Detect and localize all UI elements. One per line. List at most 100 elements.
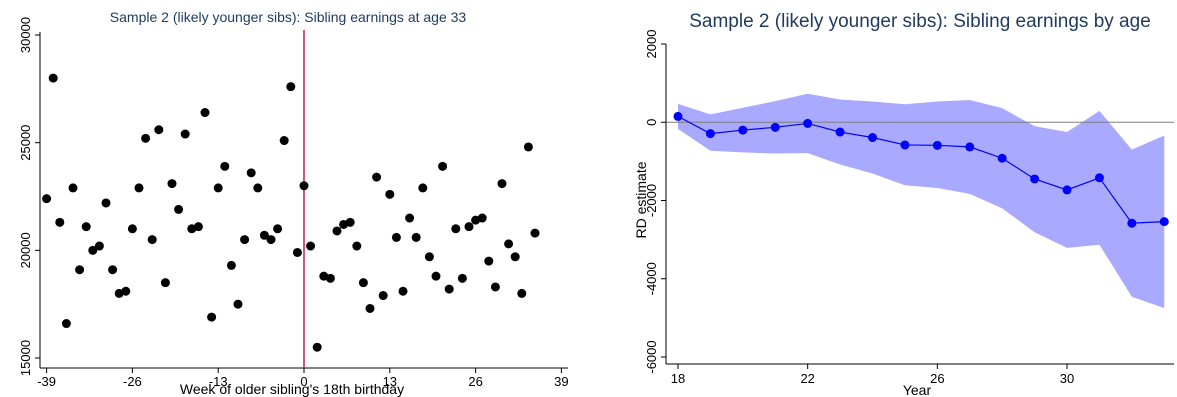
- scatter-point: [438, 161, 448, 171]
- scatter-point: [55, 217, 65, 227]
- scatter-point: [246, 168, 256, 178]
- scatter-plot-area: 15000 20000 25000 30000 -39 -26 -13 0 13 26 39: [18, 17, 569, 389]
- scatter-point: [127, 224, 137, 234]
- scatter-point: [200, 108, 210, 118]
- scatter-point: [517, 288, 527, 298]
- scatter-point: [510, 252, 520, 262]
- confidence-band: [678, 93, 1165, 309]
- scatter-point: [286, 82, 296, 92]
- scatter-point: [352, 241, 362, 251]
- scatter-point: [213, 183, 223, 193]
- scatter-point: [385, 189, 395, 199]
- scatter-point: [405, 213, 415, 223]
- scatter-point: [345, 217, 355, 227]
- estimate-point: [803, 118, 813, 128]
- y-tick-label: -4000: [644, 262, 659, 295]
- x-tick-label: 30: [1060, 371, 1074, 386]
- estimate-point: [1127, 218, 1137, 228]
- scatter-chart: Sample 2 (likely younger sibs): Sibling …: [18, 9, 569, 397]
- scatter-point: [259, 230, 269, 240]
- scatter-point: [61, 319, 71, 329]
- scatter-point: [154, 125, 164, 135]
- scatter-point: [160, 278, 170, 288]
- line-chart: Sample 2 (likely younger sibs): Sibling …: [633, 11, 1174, 397]
- scatter-point: [365, 303, 375, 313]
- y-axis-label: RD estimate: [633, 161, 649, 238]
- scatter-point: [372, 172, 382, 182]
- estimate-point: [835, 127, 845, 137]
- scatter-point: [444, 284, 454, 294]
- scatter-point: [101, 198, 111, 208]
- y-tick-label: -6000: [644, 340, 659, 373]
- estimate-point: [997, 153, 1007, 163]
- scatter-point: [81, 222, 91, 232]
- scatter-point: [193, 222, 203, 232]
- scatter-point: [220, 161, 230, 171]
- scatter-point: [147, 235, 157, 245]
- scatter-point: [504, 239, 514, 249]
- estimate-point: [868, 133, 878, 143]
- y-tick-label: 0: [644, 119, 659, 126]
- y-tick-label: 2000: [644, 30, 659, 59]
- y-tick-label: 25000: [18, 125, 33, 161]
- chart-title: Sample 2 (likely younger sibs): Sibling …: [110, 9, 467, 25]
- y-tick-label: -2000: [644, 184, 659, 217]
- scatter-point: [134, 183, 144, 193]
- x-tick-label: 13: [383, 374, 397, 389]
- scatter-point: [253, 183, 263, 193]
- scatter-point: [391, 232, 401, 242]
- x-tick-label: 26: [468, 374, 482, 389]
- scatter-point: [312, 342, 322, 352]
- scatter-point: [484, 256, 494, 266]
- scatter-point: [418, 183, 428, 193]
- scatter-point: [457, 273, 467, 283]
- x-tick-label: 18: [671, 371, 685, 386]
- x-tick-label: -26: [123, 374, 142, 389]
- scatter-point: [42, 194, 52, 204]
- scatter-point: [378, 291, 388, 301]
- estimate-point: [705, 129, 715, 139]
- scatter-point: [490, 282, 500, 292]
- scatter-point: [299, 181, 309, 191]
- y-tick-label: 15000: [18, 340, 33, 376]
- scatter-point: [398, 286, 408, 296]
- x-tick-label: 0: [300, 374, 307, 389]
- scatter-point: [233, 299, 243, 309]
- estimate-point: [1062, 185, 1072, 195]
- estimate-point: [965, 142, 975, 152]
- estimate-point: [673, 111, 683, 121]
- scatter-point: [226, 260, 236, 270]
- chart-title: Sample 2 (likely younger sibs): Sibling …: [689, 11, 1151, 32]
- estimate-point: [932, 140, 942, 150]
- scatter-point: [141, 133, 151, 143]
- scatter-point: [451, 224, 461, 234]
- scatter-point: [530, 228, 540, 238]
- y-tick-label: 20000: [18, 232, 33, 268]
- scatter-point: [48, 73, 58, 83]
- scatter-point: [411, 232, 421, 242]
- estimate-point: [1094, 173, 1104, 183]
- scatter-point: [273, 224, 283, 234]
- scatter-point: [477, 213, 487, 223]
- scatter-point: [497, 179, 507, 189]
- line-plot-area: -6000 -4000 -2000 0 2000 18 22 26 30: [644, 30, 1174, 386]
- scatter-point: [266, 235, 276, 245]
- estimate-line: [677, 115, 1165, 224]
- scatter-point: [75, 265, 85, 275]
- x-axis-label: Year: [903, 382, 932, 397]
- scatter-point: [325, 273, 335, 283]
- scatter-point: [332, 226, 342, 236]
- x-tick-label: -13: [209, 374, 228, 389]
- scatter-point: [207, 312, 217, 322]
- scatter-point: [464, 222, 474, 232]
- estimate-point: [1030, 174, 1040, 184]
- scatter-point: [306, 241, 316, 251]
- scatter-point: [240, 235, 250, 245]
- scatter-point: [121, 286, 131, 296]
- x-tick-label: 39: [554, 374, 568, 389]
- scatter-point: [174, 204, 184, 214]
- scatter-point: [358, 278, 368, 288]
- x-tick-label: -39: [37, 374, 56, 389]
- scatter-point: [68, 183, 78, 193]
